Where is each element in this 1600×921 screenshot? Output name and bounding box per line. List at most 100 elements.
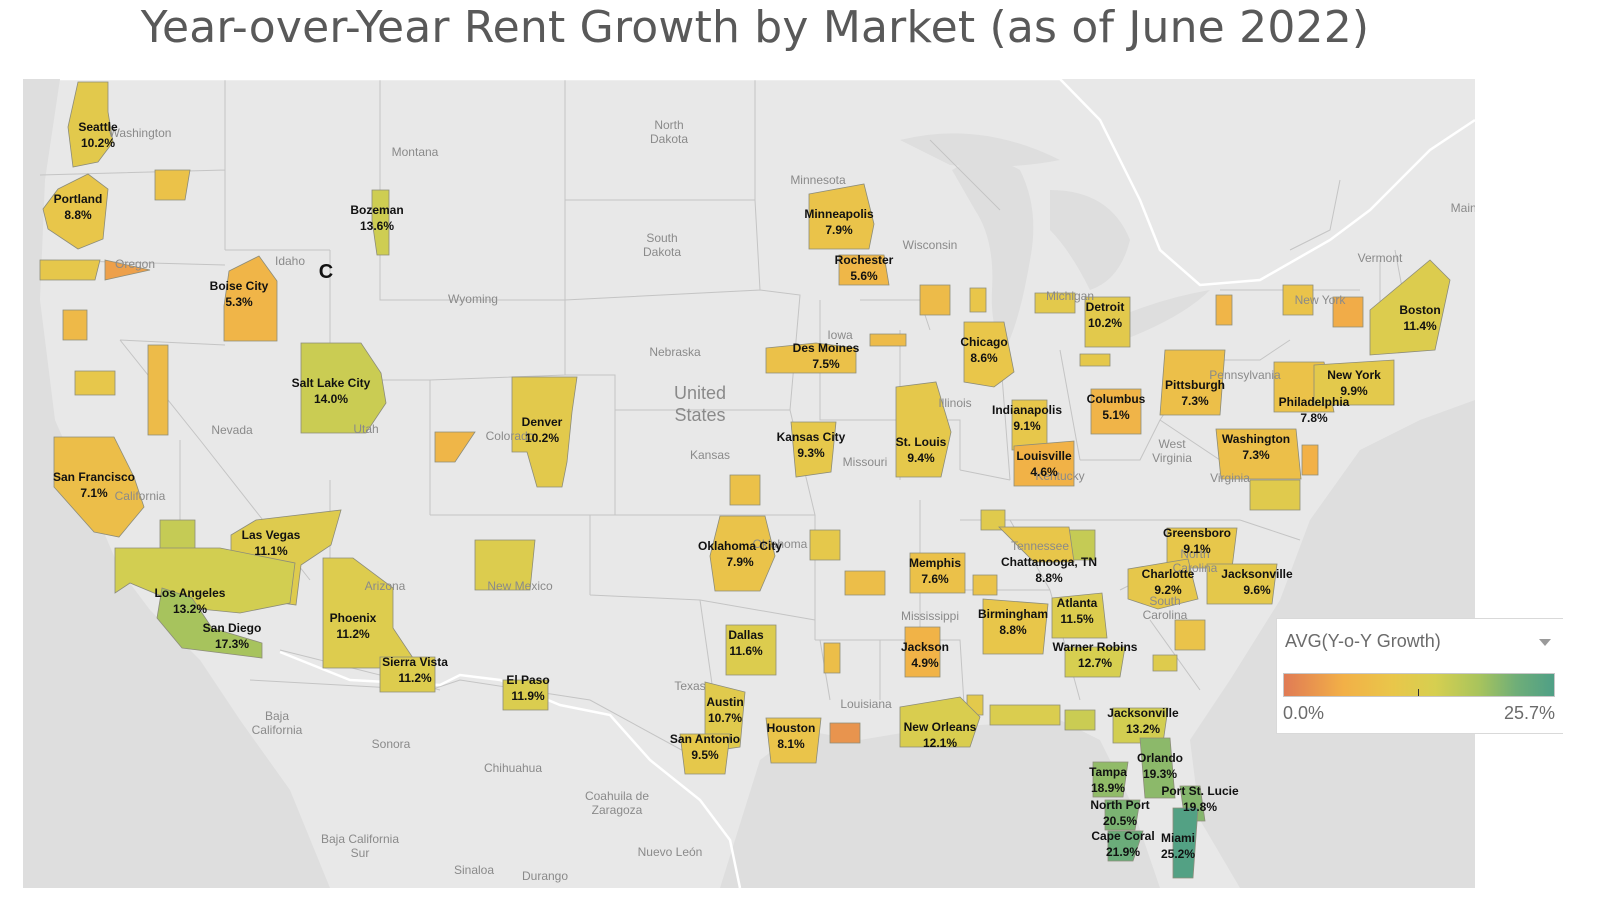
market-region-san-antonio[interactable] <box>679 733 731 775</box>
market-region-jackson[interactable] <box>904 626 941 678</box>
market-region-detroit[interactable] <box>1084 296 1131 348</box>
market-region-new-york[interactable] <box>1313 359 1395 406</box>
market-region-portland[interactable] <box>42 173 109 250</box>
market-name-el-paso: El Paso <box>506 673 549 687</box>
market-region-unlabeled[interactable] <box>147 344 169 436</box>
legend-color-ramp <box>1283 673 1555 697</box>
market-region-des-moines[interactable] <box>765 342 857 374</box>
market-region-houston[interactable] <box>765 717 822 764</box>
market-region-warner-robins[interactable] <box>1064 646 1126 678</box>
market-region-bozeman[interactable] <box>371 189 390 256</box>
legend-dropdown-icon[interactable] <box>1539 639 1551 646</box>
market-region-cape-coral[interactable] <box>1107 830 1144 862</box>
market-value-miami: 25.2% <box>1161 847 1195 861</box>
market-region-unlabeled[interactable] <box>1215 294 1233 326</box>
market-region-dallas[interactable] <box>725 624 777 676</box>
market-region-unlabeled[interactable] <box>434 431 476 463</box>
geo-label-new-york: New York <box>1295 293 1347 307</box>
market-region-sierra-vista[interactable] <box>379 656 436 693</box>
market-region-tampa[interactable] <box>1092 761 1129 798</box>
market-name-greensboro: Greensboro <box>1163 526 1231 540</box>
market-region-louisville[interactable] <box>1013 440 1075 487</box>
lake-huron <box>1050 190 1130 290</box>
market-region-salt-lake-city[interactable] <box>300 342 387 434</box>
market-region-orlando[interactable] <box>1139 737 1176 799</box>
market-region-unlabeled[interactable] <box>829 722 861 744</box>
market-region-birmingham[interactable] <box>982 598 1049 655</box>
market-region-jacksonville[interactable] <box>1206 563 1278 605</box>
market-region-san-francisco[interactable] <box>53 436 145 538</box>
market-region-charlotte[interactable] <box>1127 558 1199 610</box>
market-value-portland: 8.8% <box>64 208 92 222</box>
market-region-san-diego[interactable] <box>156 587 263 659</box>
market-region-pittsburgh[interactable] <box>1159 349 1226 416</box>
market-region-atlanta[interactable] <box>1051 592 1108 639</box>
market-region-north-port[interactable] <box>1104 799 1141 831</box>
market-region-unlabeled[interactable] <box>844 570 886 596</box>
market-region-unlabeled[interactable] <box>919 284 951 316</box>
market-region-seattle[interactable] <box>67 81 114 168</box>
market-name-new-york: New York <box>1327 368 1381 382</box>
market-region-denver[interactable] <box>511 376 578 488</box>
map-canvas[interactable]: Washington Montana North Dakota South Dakota M… <box>23 79 1475 888</box>
market-region-miami[interactable] <box>1172 807 1199 879</box>
market-region-unlabeled[interactable] <box>1301 444 1319 476</box>
market-region-memphis[interactable] <box>909 552 966 594</box>
market-name-oklahoma-city: Oklahoma City <box>698 539 782 553</box>
market-value-new-york: 9.9% <box>1340 384 1368 398</box>
market-region-unlabeled[interactable] <box>1249 479 1301 511</box>
market-region-chicago[interactable] <box>963 321 1015 388</box>
market-region-unlabeled[interactable] <box>1282 284 1314 316</box>
market-region-unlabeled[interactable] <box>989 704 1061 726</box>
lake-superior <box>900 133 1060 167</box>
market-region-washington[interactable] <box>1215 428 1302 480</box>
market-region-unlabeled[interactable] <box>62 309 88 341</box>
market-region-los-angeles[interactable] <box>114 547 296 614</box>
geo-label-colorado: Colorado <box>486 429 535 443</box>
market-region-unlabeled[interactable] <box>1332 296 1364 328</box>
market-region-unlabeled[interactable] <box>729 474 761 506</box>
market-region-unlabeled[interactable] <box>1174 619 1206 651</box>
geo-label-wyoming: Wyoming <box>448 292 498 306</box>
geo-label-south-dakota: Dakota <box>643 245 681 259</box>
market-region-new-orleans[interactable] <box>899 696 981 748</box>
market-region-unlabeled[interactable] <box>1152 654 1178 672</box>
market-value-phoenix: 11.2% <box>336 627 370 641</box>
market-value-orlando: 19.3% <box>1143 767 1177 781</box>
market-name-san-antonio: San Antonio <box>670 732 740 746</box>
market-value-cape-coral: 21.9% <box>1106 845 1140 859</box>
market-region-unlabeled[interactable] <box>1034 292 1076 314</box>
market-region-unlabeled[interactable] <box>823 642 841 674</box>
geo-label-baja-california: Baja <box>265 709 289 723</box>
market-region-unlabeled[interactable] <box>869 333 907 347</box>
market-region-minneapolis[interactable] <box>808 183 875 250</box>
market-region-columbus[interactable] <box>1090 388 1142 435</box>
market-region-unlabeled[interactable] <box>972 574 998 596</box>
market-region-chattanooga-tn[interactable] <box>998 526 1075 563</box>
market-region-unlabeled[interactable] <box>969 287 987 313</box>
market-region-unlabeled[interactable] <box>74 370 116 396</box>
market-region-boise-city[interactable] <box>223 255 278 342</box>
market-region-unlabeled[interactable] <box>1064 709 1096 731</box>
market-name-boise-city: Boise City <box>210 279 269 293</box>
market-region-phoenix[interactable] <box>322 557 414 669</box>
geo-label-baja-california-sur: Sur <box>351 846 370 860</box>
market-region-unlabeled[interactable] <box>474 539 536 591</box>
market-region-st-louis[interactable] <box>895 381 952 478</box>
market-region-unlabeled[interactable] <box>154 169 191 201</box>
market-region-boston[interactable] <box>1369 259 1451 356</box>
gulf-of-mexico <box>720 720 1160 888</box>
market-region-kansas-city[interactable] <box>790 421 837 478</box>
geo-label-washington: Washington <box>109 126 172 140</box>
market-region-unlabeled[interactable] <box>809 529 841 561</box>
market-region-unlabeled[interactable] <box>1079 353 1111 367</box>
market-regions[interactable] <box>39 81 1451 879</box>
us-map[interactable]: WashingtonMontanaNorthDakotaSouthDakotaM… <box>23 79 1475 888</box>
color-legend[interactable]: AVG(Y-o-Y Growth) 0.0% 25.7% <box>1276 618 1563 734</box>
market-region-rochester[interactable] <box>838 254 890 286</box>
market-region-el-paso[interactable] <box>502 679 549 711</box>
stray-map-label: C <box>319 261 333 283</box>
market-region-oklahoma-city[interactable] <box>709 515 776 592</box>
market-region-unlabeled[interactable] <box>104 259 151 281</box>
market-region-unlabeled[interactable] <box>39 259 101 281</box>
